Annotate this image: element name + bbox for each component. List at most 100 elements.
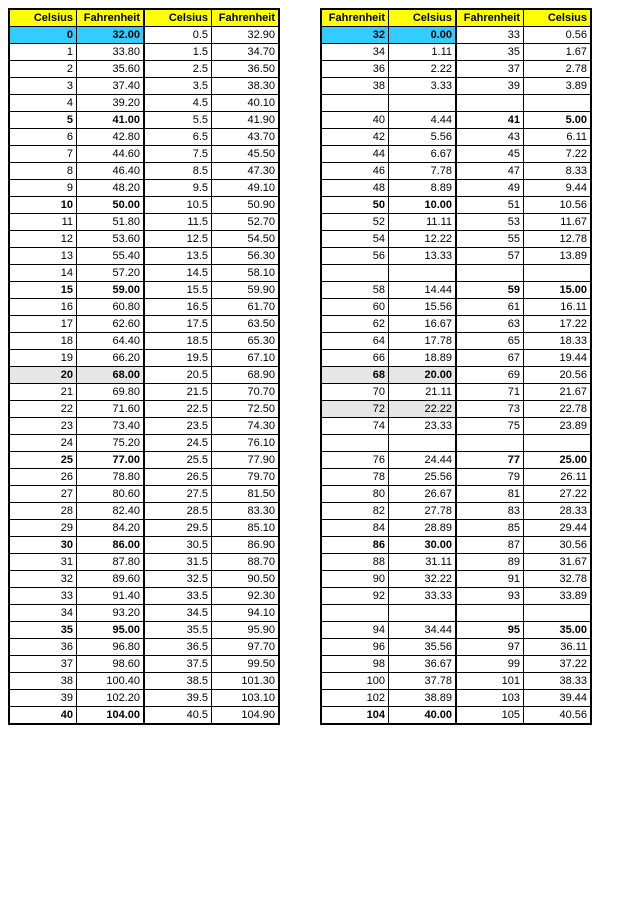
table-cell: 49	[457, 180, 524, 197]
table-cell: 43	[457, 129, 524, 146]
table-row: 478.33	[457, 163, 591, 180]
table-row: 6317.22	[457, 316, 591, 333]
table-cell: 4.44	[389, 112, 456, 129]
table-cell: 36	[322, 61, 389, 78]
table-row: 10440.00	[322, 707, 456, 724]
table-cell: 9	[10, 180, 77, 197]
table-row: 27.581.50	[145, 486, 279, 503]
table-row: 6015.56	[322, 299, 456, 316]
table-cell: 14	[10, 265, 77, 282]
table-row: 34.594.10	[145, 605, 279, 622]
table-cell: 64.40	[77, 333, 144, 350]
header-fahrenheit-3: Fahrenheit	[322, 10, 389, 27]
table-cell: 35.00	[524, 622, 591, 639]
table-cell: 67.10	[212, 350, 279, 367]
table-cell: 102.20	[77, 690, 144, 707]
table-row: 7624.44	[322, 452, 456, 469]
table-cell: 41.90	[212, 112, 279, 129]
table-cell: 20.56	[524, 367, 591, 384]
table-row: 1559.00	[10, 282, 144, 299]
table-row: 1457.20	[10, 265, 144, 282]
table-cell: 61.70	[212, 299, 279, 316]
table-row: 032.00	[10, 27, 144, 44]
table-cell: 86	[322, 537, 389, 554]
table-row: 7523.89	[457, 418, 591, 435]
table-cell: 38.30	[212, 78, 279, 95]
table-cell: 58	[322, 282, 389, 299]
table-cell: 0	[10, 27, 77, 44]
table-row: 1.534.70	[145, 44, 279, 61]
table-cell: 19.5	[145, 350, 212, 367]
table-cell: 31	[10, 554, 77, 571]
table-cell: 15.5	[145, 282, 212, 299]
table-row: 846.40	[10, 163, 144, 180]
table-cell: 104	[322, 707, 389, 724]
table-row: 6216.67	[322, 316, 456, 333]
table-cell: 29.44	[524, 520, 591, 537]
table-row: 1253.60	[10, 231, 144, 248]
table-row: 9233.33	[322, 588, 456, 605]
table-cell: 68.00	[77, 367, 144, 384]
table-cell: 93.20	[77, 605, 144, 622]
table-cell: 77.90	[212, 452, 279, 469]
table-cell: 74.30	[212, 418, 279, 435]
table-row	[322, 605, 456, 622]
table-cell: 68	[322, 367, 389, 384]
table-cell: 7.22	[524, 146, 591, 163]
table-cell: 38.5	[145, 673, 212, 690]
table-cell: 35	[10, 622, 77, 639]
table-row: 8730.56	[457, 537, 591, 554]
table-cell: 27.22	[524, 486, 591, 503]
table-cell: 27.5	[145, 486, 212, 503]
table-row: 23.574.30	[145, 418, 279, 435]
table-cell: 30.00	[389, 537, 456, 554]
table-cell: 36	[10, 639, 77, 656]
table-row: 5110.56	[457, 197, 591, 214]
table-row: 8831.11	[322, 554, 456, 571]
table-cell: 105	[457, 707, 524, 724]
table-cell: 21.67	[524, 384, 591, 401]
table-cell: 86.90	[212, 537, 279, 554]
table-cell: 101.30	[212, 673, 279, 690]
table-cell: 17	[10, 316, 77, 333]
table-row: 2.536.50	[145, 61, 279, 78]
table-row: 133.80	[10, 44, 144, 61]
table-cell	[322, 435, 389, 452]
table-row: 2373.40	[10, 418, 144, 435]
table-cell: 81	[457, 486, 524, 503]
table-cell: 96.80	[77, 639, 144, 656]
table-row: 6719.44	[457, 350, 591, 367]
table-cell: 11	[10, 214, 77, 231]
table-cell: 18.5	[145, 333, 212, 350]
table-cell: 0.5	[145, 27, 212, 44]
table-cell: 72	[322, 401, 389, 418]
table-cell: 79	[457, 469, 524, 486]
table-cell: 62.60	[77, 316, 144, 333]
table-cell: 38.33	[524, 673, 591, 690]
cf-subtable-2: Celsius Fahrenheit 0.532.901.534.702.536…	[144, 9, 279, 724]
table-row: 28.583.30	[145, 503, 279, 520]
table-cell: 37.5	[145, 656, 212, 673]
table-cell: 39.5	[145, 690, 212, 707]
table-cell: 88	[322, 554, 389, 571]
table-cell: 57.20	[77, 265, 144, 282]
table-row: 9132.78	[457, 571, 591, 588]
table-cell: 34	[322, 44, 389, 61]
table-cell: 8	[10, 163, 77, 180]
table-cell: 64	[322, 333, 389, 350]
table-row: 39102.20	[10, 690, 144, 707]
table-cell: 45.50	[212, 146, 279, 163]
table-cell: 88.70	[212, 554, 279, 571]
table-cell	[389, 435, 456, 452]
table-cell: 37.40	[77, 78, 144, 95]
table-cell: 55	[457, 231, 524, 248]
table-row: 1355.40	[10, 248, 144, 265]
table-cell: 20.00	[389, 367, 456, 384]
table-cell: 33.33	[389, 588, 456, 605]
table-row: 320.00	[322, 27, 456, 44]
table-cell: 57	[457, 248, 524, 265]
table-cell: 79.70	[212, 469, 279, 486]
table-row: 3595.00	[10, 622, 144, 639]
table-cell: 20	[10, 367, 77, 384]
table-cell: 82.40	[77, 503, 144, 520]
